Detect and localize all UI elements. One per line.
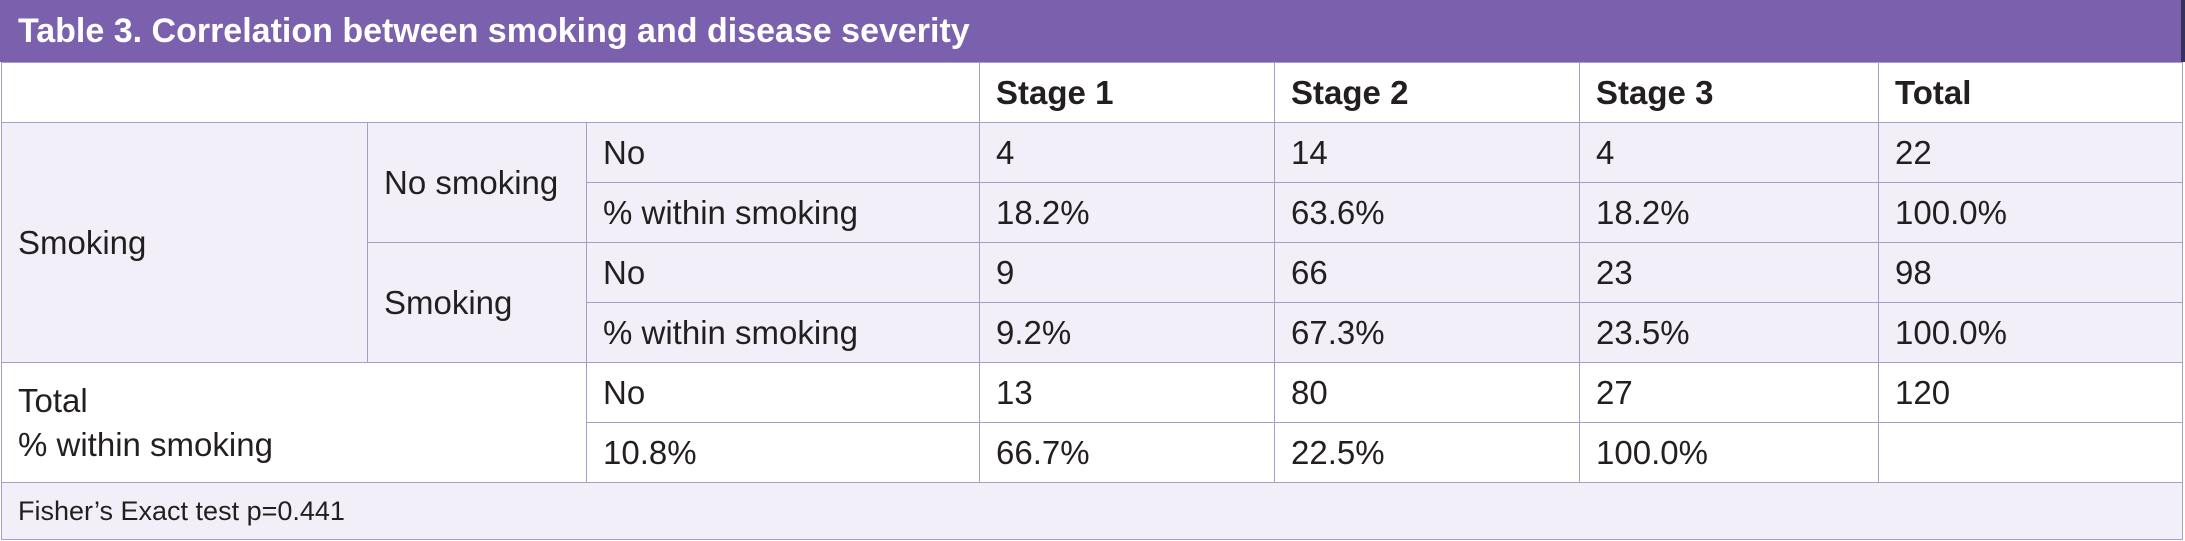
- table-cell: 100.0%: [1878, 182, 2184, 243]
- table-title: Table 3. Correlation between smoking and…: [0, 0, 2185, 62]
- row-label: No: [585, 242, 981, 303]
- table-cell: 4: [979, 122, 1276, 183]
- table-cell: 27: [1579, 362, 1880, 423]
- total-row-header: Total % within smoking: [1, 362, 587, 483]
- column-header: Total: [1878, 62, 2184, 123]
- footnote-row: Fisher’s Exact test p=0.441: [0, 482, 2184, 540]
- group-label: Smoking: [367, 242, 587, 363]
- data-table: Stage 1 Stage 2 Stage 3 Total Smoking No…: [0, 62, 2184, 540]
- header-empty-cell: [0, 62, 981, 123]
- table-cell: 22: [1878, 122, 2184, 183]
- table-cell: 120: [1878, 362, 2184, 423]
- table-cell: 100.0%: [1878, 302, 2184, 363]
- table-cell: 9: [979, 242, 1276, 303]
- row-label: 10.8%: [585, 422, 981, 483]
- row-label: % within smoking: [585, 302, 981, 363]
- smoking-row-header: Smoking: [1, 122, 368, 363]
- column-header: Stage 1: [979, 62, 1276, 123]
- table-row: 10.8% 66.7% 22.5% 100.0%: [2, 422, 2184, 483]
- table-row: % within smoking 18.2% 63.6% 18.2% 100.0…: [2, 182, 2184, 243]
- table-cell: 13: [979, 362, 1276, 423]
- table-cell: 18.2%: [1579, 182, 1880, 243]
- table-cell: 18.2%: [979, 182, 1276, 243]
- total-label: Total: [18, 381, 88, 419]
- table-cell: 80: [1274, 362, 1581, 423]
- group-label: No smoking: [367, 122, 587, 243]
- table-cell: 14: [1274, 122, 1581, 183]
- total-sublabel: % within smoking: [18, 425, 273, 463]
- table-cell: 100.0%: [1579, 422, 1880, 483]
- table-row: Smoking No 9 66 23 98: [2, 242, 2184, 363]
- column-header: Stage 3: [1579, 62, 1880, 123]
- table-cell: 66: [1274, 242, 1581, 303]
- table-cell: 63.6%: [1274, 182, 1581, 243]
- row-label: No: [585, 362, 981, 423]
- table-cell: [1878, 422, 2184, 483]
- table-cell: 98: [1878, 242, 2184, 303]
- table-cell: 66.7%: [979, 422, 1276, 483]
- header-row: Stage 1 Stage 2 Stage 3 Total: [0, 62, 2184, 123]
- table-cell: 23: [1579, 242, 1880, 303]
- row-label: % within smoking: [585, 182, 981, 243]
- table-cell: 22.5%: [1274, 422, 1581, 483]
- row-label: No: [585, 122, 981, 183]
- footnote: Fisher’s Exact test p=0.441: [0, 482, 2184, 540]
- column-header: Stage 2: [1274, 62, 1581, 123]
- table-cell: 23.5%: [1579, 302, 1880, 363]
- table-row: % within smoking 9.2% 67.3% 23.5% 100.0%: [2, 302, 2184, 363]
- table-cell: 4: [1579, 122, 1880, 183]
- table-cell: 9.2%: [979, 302, 1276, 363]
- table-row: Total % within smoking No 13 80 27 120: [1, 362, 2184, 483]
- table-cell: 67.3%: [1274, 302, 1581, 363]
- table-row: Smoking No smoking No 4 14 4 22: [1, 122, 2184, 363]
